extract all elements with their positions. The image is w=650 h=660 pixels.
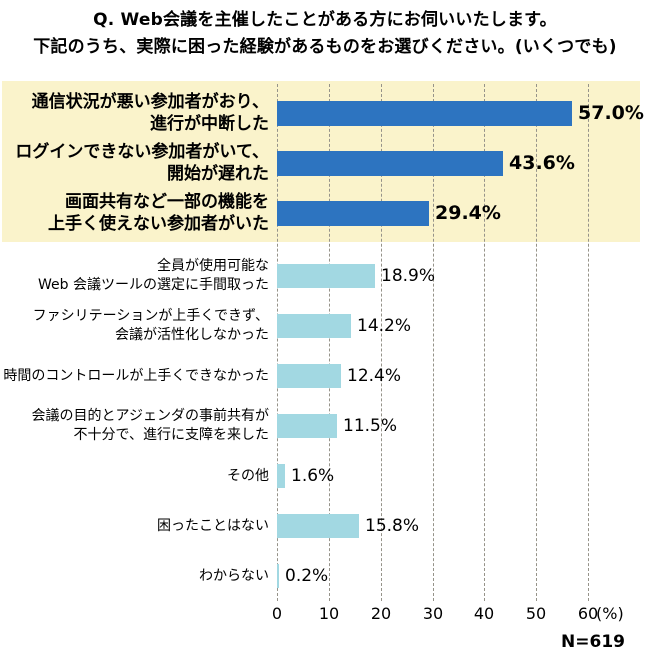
- bar: [277, 364, 341, 388]
- category-label: わからない: [0, 567, 277, 586]
- x-tick-40: 40: [473, 604, 495, 623]
- value-label: 1.6%: [291, 466, 335, 486]
- bar: [277, 564, 279, 588]
- category-label-line: 進行が中断した: [150, 114, 269, 134]
- bar-track: 11.5%: [277, 414, 650, 438]
- category-label-line: 困ったことはない: [157, 517, 269, 534]
- category-label-line: 会議が活性化しなかった: [115, 327, 269, 343]
- category-label-line: 時間のコントロールが上手くできなかった: [3, 367, 269, 384]
- x-tick-0: 0: [271, 604, 283, 623]
- bar-track: 0.2%: [277, 564, 650, 588]
- bar: [277, 100, 572, 126]
- category-label-line: その他: [227, 467, 269, 484]
- category-label: 時間のコントロールが上手くできなかった: [0, 367, 277, 386]
- bar-row: 全員が使用可能な Web 会議ツールの選定に手間取った 18.9%: [0, 251, 650, 301]
- x-axis-unit-label: (%): [596, 604, 624, 623]
- value-label: 14.2%: [357, 316, 412, 336]
- x-axis: 0 10 20 30 40 50 60 (%): [0, 604, 650, 626]
- chart-title-line2: 下記のうち、実際に困った経験があるものをお選びください。(いくつでも): [33, 37, 617, 57]
- value-label: 15.8%: [365, 516, 420, 536]
- category-label-line: 会議の目的とアジェンダの事前共有が: [31, 408, 269, 424]
- bar: [277, 514, 359, 538]
- category-label-line: Web 会議ツールの選定に手間取った: [38, 277, 269, 293]
- bar: [277, 414, 337, 438]
- bar-track: 18.9%: [277, 264, 650, 288]
- category-label: 通信状況が悪い参加者がおり、 進行が中断した: [0, 91, 277, 135]
- bar-track: 43.6%: [277, 150, 650, 176]
- bar: [277, 264, 375, 288]
- category-label-line: ファシリテーションが上手くできず、: [32, 308, 269, 324]
- bar-row: 通信状況が悪い参加者がおり、 進行が中断した 57.0%: [0, 88, 650, 138]
- chart-rows: 通信状況が悪い参加者がおり、 進行が中断した 57.0% ログインできない参加者がいて…: [0, 88, 650, 601]
- bar-track: 1.6%: [277, 464, 650, 488]
- bar: [277, 200, 429, 226]
- bar-row: ログインできない参加者がいて、 開始が遅れた 43.6%: [0, 138, 650, 188]
- value-label: 57.0%: [578, 102, 644, 124]
- category-label: ファシリテーションが上手くできず、会議が活性化しなかった: [0, 307, 277, 345]
- x-tick-30: 30: [422, 604, 444, 623]
- bar-row: 会議の目的とアジェンダの事前共有が不十分で、進行に支障を来した 11.5%: [0, 401, 650, 451]
- category-label: 全員が使用可能な Web 会議ツールの選定に手間取った: [0, 257, 277, 295]
- section-spacer: [0, 238, 650, 251]
- value-label: 0.2%: [285, 566, 329, 586]
- gridline-30: [433, 84, 434, 601]
- category-label-line: 開始が遅れた: [167, 164, 269, 184]
- category-label-line: 通信状況が悪い参加者がおり、: [31, 92, 269, 112]
- gridline-0: [277, 84, 278, 601]
- x-tick-20: 20: [370, 604, 392, 623]
- category-label-line: 全員が使用可能な: [157, 258, 269, 274]
- bar-row: その他 1.6%: [0, 451, 650, 501]
- value-label: 43.6%: [509, 152, 575, 174]
- bar-track: 14.2%: [277, 314, 650, 338]
- bar: [277, 464, 285, 488]
- value-label: 18.9%: [381, 266, 436, 286]
- category-label: その他: [0, 467, 277, 486]
- value-label: 29.4%: [435, 202, 501, 224]
- category-label: 画面共有など一部の機能を 上手く使えない参加者がいた: [0, 191, 277, 235]
- gridline-10: [329, 84, 330, 601]
- category-label: ログインできない参加者がいて、 開始が遅れた: [0, 141, 277, 185]
- sample-size-label: N=619: [561, 632, 625, 652]
- x-tick-50: 50: [525, 604, 547, 623]
- category-label-line: 不十分で、進行に支障を来した: [73, 427, 269, 443]
- x-tick-60: 60: [577, 604, 599, 623]
- category-label-line: 画面共有など一部の機能を: [65, 192, 269, 212]
- x-tick-10: 10: [318, 604, 340, 623]
- bar: [277, 314, 351, 338]
- bar-track: 29.4%: [277, 200, 650, 226]
- chart-title-line1: Q. Web会議を主催したことがある方にお伺いいたします。: [93, 10, 557, 30]
- gridline-50: [536, 84, 537, 601]
- bar-track: 15.8%: [277, 514, 650, 538]
- category-label-line: 上手く使えない参加者がいた: [48, 214, 269, 234]
- gridline-20: [381, 84, 382, 601]
- bar-row: 困ったことはない 15.8%: [0, 501, 650, 551]
- bar-row: 時間のコントロールが上手くできなかった 12.4%: [0, 351, 650, 401]
- bar: [277, 150, 503, 176]
- value-label: 12.4%: [347, 366, 402, 386]
- bar-row: 画面共有など一部の機能を 上手く使えない参加者がいた 29.4%: [0, 188, 650, 238]
- bar-track: 12.4%: [277, 364, 650, 388]
- bar-row: わからない 0.2%: [0, 551, 650, 601]
- category-label: 会議の目的とアジェンダの事前共有が不十分で、進行に支障を来した: [0, 407, 277, 445]
- category-label-line: ログインできない参加者がいて、: [15, 142, 269, 162]
- gridline-40: [484, 84, 485, 601]
- category-label: 困ったことはない: [0, 517, 277, 536]
- category-label-line: わからない: [199, 567, 269, 584]
- bar-row: ファシリテーションが上手くできず、会議が活性化しなかった 14.2%: [0, 301, 650, 351]
- gridline-60: [588, 84, 589, 601]
- bar-track: 57.0%: [277, 100, 650, 126]
- chart-title: Q. Web会議を主催したことがある方にお伺いいたします。 下記のうち、実際に困…: [0, 7, 650, 61]
- value-label: 11.5%: [343, 416, 398, 436]
